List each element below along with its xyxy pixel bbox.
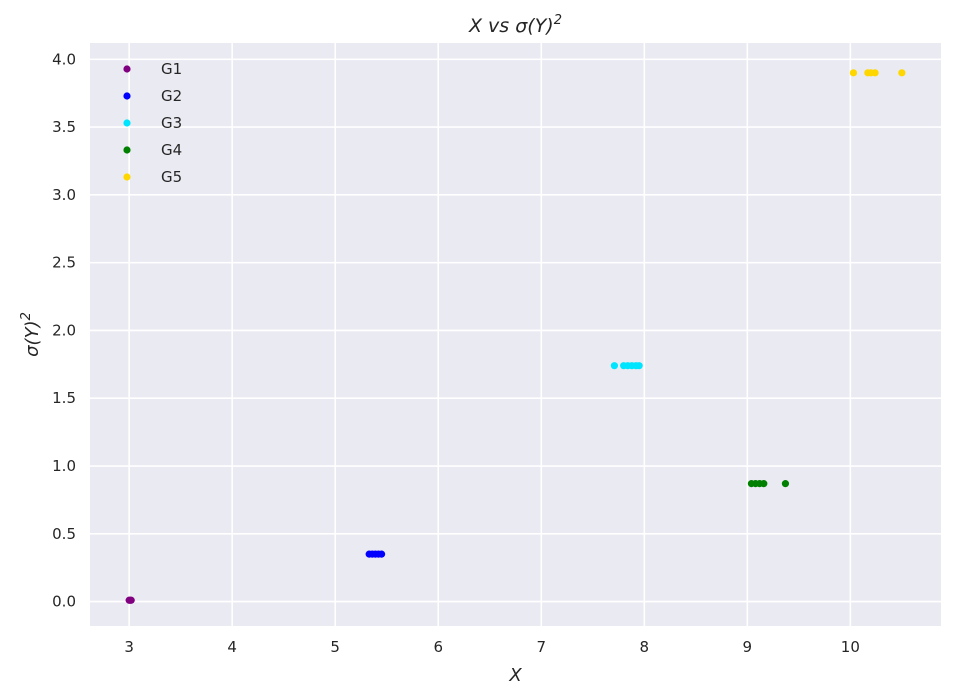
- legend-item-g4: G4: [123, 141, 182, 159]
- plot-area: [90, 43, 941, 626]
- legend: G1 G2 G3 G4 G5: [123, 60, 182, 186]
- y-tick-label: 0.0: [52, 593, 76, 611]
- data-point: [871, 69, 879, 77]
- legend-marker: [123, 92, 131, 100]
- data-point: [610, 362, 619, 370]
- data-point: [760, 480, 768, 488]
- data-point: [635, 362, 643, 370]
- x-axis-title: X: [508, 665, 522, 686]
- y-tick-label: 3.0: [52, 186, 76, 204]
- legend-label: G5: [161, 168, 182, 186]
- y-tick-label: 3.5: [52, 118, 76, 136]
- legend-marker: [123, 65, 131, 73]
- x-tick-label: 6: [433, 638, 443, 656]
- legend-item-g5: G5: [123, 168, 182, 186]
- legend-item-g2: G2: [123, 87, 182, 105]
- x-tick-label: 9: [743, 638, 753, 656]
- data-points: [125, 69, 906, 604]
- y-tick-label: 2.5: [52, 254, 76, 272]
- legend-item-g1: G1: [123, 60, 182, 78]
- series-g5: [849, 69, 906, 77]
- series-g4: [747, 480, 790, 488]
- data-point: [849, 69, 858, 77]
- x-tick-label: 3: [124, 638, 134, 656]
- y-axis-title-superscript: 2: [19, 312, 34, 320]
- y-tick-label: 1.0: [52, 457, 76, 475]
- legend-item-g3: G3: [123, 114, 182, 132]
- y-axis-title-text: σ(Y): [22, 320, 43, 356]
- x-tick-label: 4: [227, 638, 237, 656]
- tick-labels: 3 4 5 6 7 8 9 10 0.0 0.5 1.0 1.5 2.0 2.5 3.0 3.5 4.0: [52, 50, 860, 656]
- x-tick-label: 5: [330, 638, 340, 656]
- x-tick-label: 10: [841, 638, 860, 656]
- legend-label: G4: [161, 141, 182, 159]
- grid: [90, 43, 941, 626]
- y-tick-label: 0.5: [52, 525, 76, 543]
- data-point: [898, 69, 906, 77]
- series-g2: [365, 550, 386, 558]
- data-point: [377, 550, 386, 558]
- chart-title-text: X vs σ(Y): [468, 15, 554, 37]
- y-tick-label: 1.5: [52, 389, 76, 407]
- legend-label: G3: [161, 114, 182, 132]
- x-tick-label: 7: [536, 638, 546, 656]
- data-point: [127, 596, 135, 604]
- chart-title-superscript: 2: [554, 13, 562, 28]
- legend-label: G2: [161, 87, 182, 105]
- legend-label: G1: [161, 60, 182, 78]
- legend-marker: [123, 173, 131, 181]
- x-tick-label: 8: [640, 638, 650, 656]
- chart-title: X vs σ(Y)2: [468, 13, 562, 37]
- series-g1: [125, 596, 135, 604]
- series-g3: [610, 362, 643, 370]
- legend-marker: [123, 146, 131, 154]
- y-tick-label: 2.0: [52, 321, 76, 339]
- legend-marker: [123, 119, 131, 127]
- y-axis-title: σ(Y)2: [19, 312, 43, 357]
- y-tick-label: 4.0: [52, 50, 76, 68]
- data-point: [781, 480, 790, 488]
